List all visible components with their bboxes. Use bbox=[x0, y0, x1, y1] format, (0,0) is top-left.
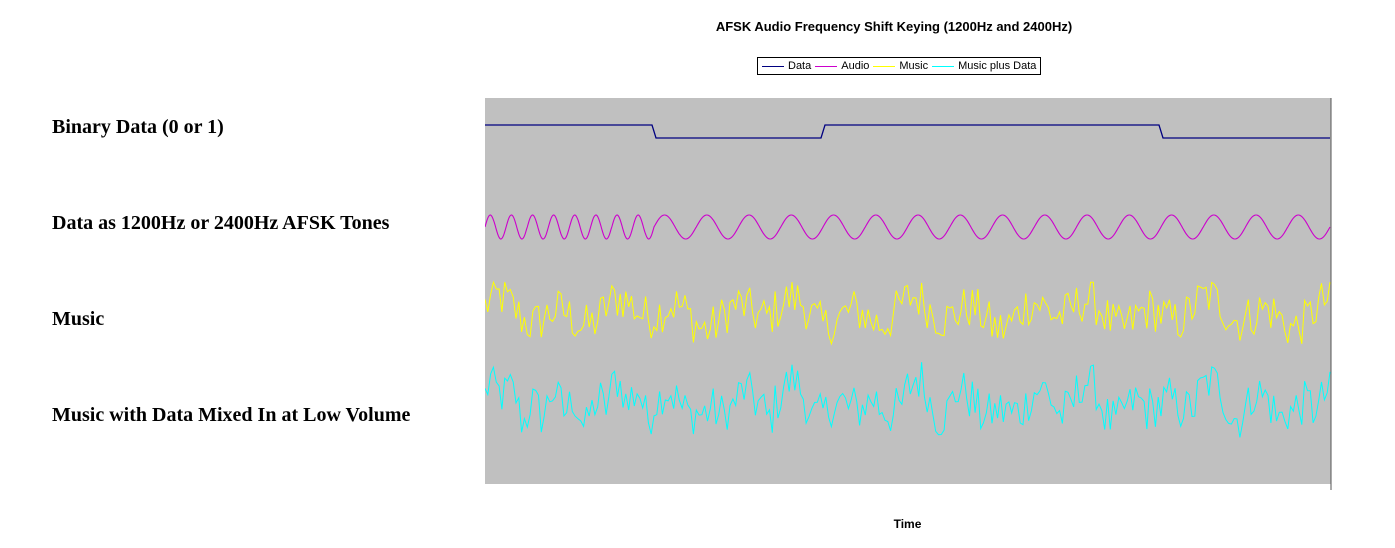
legend-swatch-music bbox=[873, 65, 896, 67]
chart-title: AFSK Audio Frequency Shift Keying (1200H… bbox=[715, 19, 1073, 34]
row-label-afsk-tones: Data as 1200Hz or 2400Hz AFSK Tones bbox=[52, 212, 390, 234]
series-line-music-plus-data bbox=[485, 362, 1331, 438]
legend-item-music: Music bbox=[873, 60, 928, 72]
legend-label-data: Data bbox=[788, 60, 812, 72]
row-label-music-with-data: Music with Data Mixed In at Low Volume bbox=[52, 404, 411, 426]
legend-item-audio: Audio bbox=[815, 60, 869, 72]
legend-label-music: Music bbox=[899, 60, 929, 72]
legend-item-music-plus-data: Music plus Data bbox=[932, 60, 1036, 72]
legend-item-data: Data bbox=[762, 60, 811, 72]
legend-swatch-audio bbox=[815, 65, 838, 67]
legend-label-music-plus-data: Music plus Data bbox=[958, 60, 1037, 72]
x-axis-label: Time bbox=[893, 517, 922, 531]
legend-swatch-music-plus-data bbox=[932, 65, 955, 67]
series-line-audio bbox=[485, 214, 1331, 240]
row-label-music: Music bbox=[52, 308, 105, 330]
series-line-music bbox=[485, 280, 1331, 346]
chart-legend: Data Audio Music Music plus Data bbox=[757, 57, 1042, 75]
row-label-binary-data: Binary Data (0 or 1) bbox=[52, 116, 224, 138]
series-line-data bbox=[485, 124, 1330, 139]
plot-area bbox=[485, 98, 1332, 490]
legend-label-audio: Audio bbox=[841, 60, 870, 72]
legend-swatch-data bbox=[762, 65, 784, 67]
